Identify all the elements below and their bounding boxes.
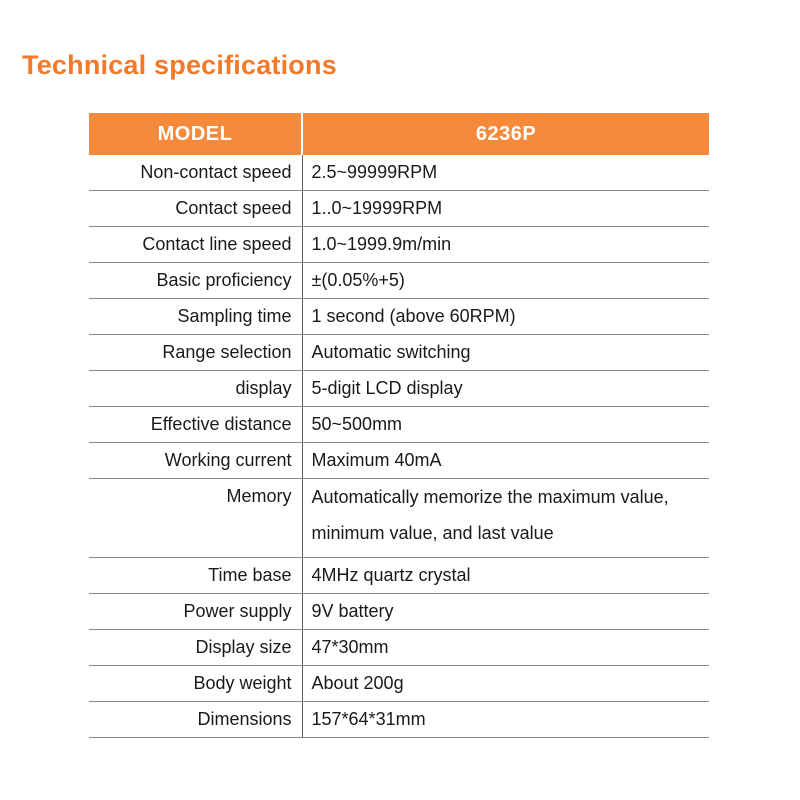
table-header: MODEL 6236P [89,113,709,155]
spec-label: Dimensions [89,701,303,738]
page-title: Technical specifications [22,50,337,80]
spec-value-multiline: Automatically memorize the maximum value… [302,478,709,558]
spec-label: Sampling time [89,298,303,335]
spec-label: Contact line speed [89,226,303,263]
spec-label: display [89,370,303,407]
table-row: Time base 4MHz quartz crystal [89,557,709,594]
spec-value: 50~500mm [302,406,709,443]
spec-label: Power supply [89,593,303,630]
spec-value: 1.0~1999.9m/min [302,226,709,263]
spec-value: About 200g [302,665,709,702]
spec-value: Automatic switching [302,334,709,371]
spec-label: Memory [89,478,303,558]
spec-value-line-2: minimum value, and last value [311,523,554,543]
spec-label: Contact speed [89,190,303,227]
table-row: display 5-digit LCD display [89,370,709,407]
table-row: Contact line speed 1.0~1999.9m/min [89,226,709,263]
table-row: Basic proficiency ±(0.05%+5) [89,262,709,299]
table-row: Working current Maximum 40mA [89,442,709,479]
table-row: Dimensions 157*64*31mm [89,701,709,738]
model-label-header: MODEL [89,113,303,155]
spec-value: 47*30mm [302,629,709,666]
spec-label: Time base [89,557,303,594]
table-row: Effective distance 50~500mm [89,406,709,443]
spec-label: Non-contact speed [89,155,303,191]
spec-value: 157*64*31mm [302,701,709,738]
spec-value: 4MHz quartz crystal [302,557,709,594]
header-row: MODEL 6236P [89,113,709,155]
spec-value: 5-digit LCD display [302,370,709,407]
table-row: Display size 47*30mm [89,629,709,666]
table-row: Power supply 9V battery [89,593,709,630]
spec-label: Display size [89,629,303,666]
table-row: Memory Automatically memorize the maximu… [89,478,709,558]
spec-label: Range selection [89,334,303,371]
table-row: Range selection Automatic switching [89,334,709,371]
spec-table: MODEL 6236P Non-contact speed 2.5~99999R… [89,113,709,738]
spec-value: 9V battery [302,593,709,630]
spec-value: ±(0.05%+5) [302,262,709,299]
spec-label: Working current [89,442,303,479]
table-body: Non-contact speed 2.5~99999RPM Contact s… [89,155,709,738]
spec-value: 1 second (above 60RPM) [302,298,709,335]
spec-value: 1..0~19999RPM [302,190,709,227]
model-value-header: 6236P [302,113,709,155]
spec-label: Effective distance [89,406,303,443]
spec-value-line-1: Automatically memorize the maximum value… [311,487,669,507]
table-row: Body weight About 200g [89,665,709,702]
table-row: Non-contact speed 2.5~99999RPM [89,155,709,191]
spec-value: 2.5~99999RPM [302,155,709,191]
spec-label: Basic proficiency [89,262,303,299]
spec-label: Body weight [89,665,303,702]
spec-value: Maximum 40mA [302,442,709,479]
table-row: Sampling time 1 second (above 60RPM) [89,298,709,335]
table-row: Contact speed 1..0~19999RPM [89,190,709,227]
